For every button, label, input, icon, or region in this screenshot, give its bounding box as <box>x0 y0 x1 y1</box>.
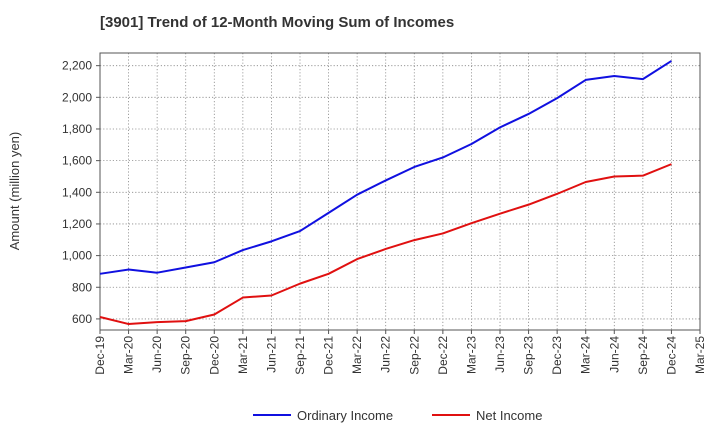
x-tick-label: Sep-22 <box>407 336 421 375</box>
x-tick-label: Dec-24 <box>664 336 678 375</box>
x-tick-label: Jun-21 <box>264 336 278 373</box>
y-tick-label: 800 <box>72 280 92 294</box>
x-tick-label: Jun-22 <box>379 336 393 373</box>
chart-title: [3901] Trend of 12-Month Moving Sum of I… <box>100 14 455 31</box>
legend-label: Net Income <box>476 408 542 423</box>
y-tick-label: 1,200 <box>62 217 92 231</box>
x-tick-label: Mar-23 <box>464 336 478 374</box>
x-tick-label: Sep-20 <box>179 336 193 375</box>
legend: Ordinary Income Net Income <box>253 408 542 423</box>
y-tick-label: 1,600 <box>62 154 92 168</box>
x-tick-label: Dec-20 <box>207 336 221 375</box>
x-tick-label: Mar-20 <box>122 336 136 374</box>
x-tick-label: Dec-22 <box>436 336 450 375</box>
x-tick-label: Sep-24 <box>636 336 650 375</box>
y-tick-label: 2,200 <box>62 59 92 73</box>
series-line-ordinary-income <box>99 60 672 275</box>
x-axis: Dec-19 Mar-20 Jun-20 Sep-20 Dec-20 Mar-21 Jun-… <box>93 330 707 375</box>
x-tick-label: Mar-21 <box>236 336 250 374</box>
x-tick-label: Dec-19 <box>93 336 107 375</box>
x-tick-label: Mar-24 <box>579 336 593 374</box>
y-tick-label: 1,800 <box>62 122 92 136</box>
x-tick-label: Sep-23 <box>522 336 536 375</box>
y-tick-label: 1,400 <box>62 185 92 199</box>
x-tick-label: Mar-25 <box>693 336 707 374</box>
x-tick-label: Dec-23 <box>550 336 564 375</box>
grid-lines <box>100 53 700 330</box>
y-tick-label: 2,000 <box>62 90 92 104</box>
x-tick-label: Dec-21 <box>322 336 336 375</box>
y-axis: 600 800 1,000 1,200 1,400 1,600 1,800 2,000 2,20… <box>62 59 100 326</box>
x-tick-label: Jun-23 <box>493 336 507 373</box>
series-lines <box>99 60 672 325</box>
x-tick-label: Mar-22 <box>350 336 364 374</box>
series-line-net-income <box>99 163 672 325</box>
x-tick-label: Jun-20 <box>150 336 164 373</box>
y-tick-label: 600 <box>72 312 92 326</box>
y-axis-title: Amount (million yen) <box>7 132 22 251</box>
y-tick-label: 1,000 <box>62 249 92 263</box>
x-tick-label: Sep-21 <box>293 336 307 375</box>
x-tick-label: Jun-24 <box>607 336 621 373</box>
plot-area <box>99 52 701 331</box>
legend-label: Ordinary Income <box>297 408 393 423</box>
